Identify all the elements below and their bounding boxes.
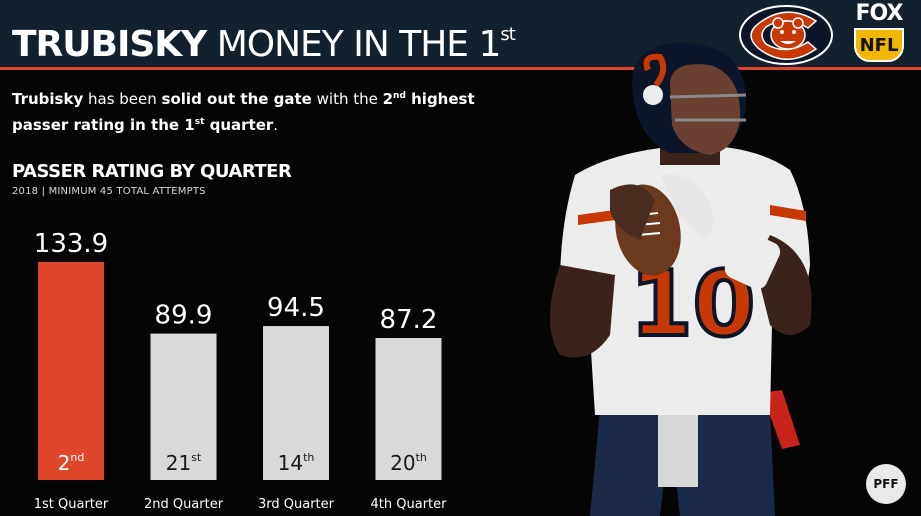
title-sup: st bbox=[500, 24, 515, 45]
fox-nfl-logo: FOX NFL bbox=[850, 2, 908, 66]
bar-1 bbox=[38, 261, 104, 480]
player-photo: 10 bbox=[550, 43, 812, 516]
fox-text: FOX bbox=[855, 1, 904, 26]
rank-label-2: 21st bbox=[166, 451, 202, 475]
subtitle-part: Trubisky bbox=[12, 90, 84, 108]
subtitle-part: st bbox=[194, 117, 205, 127]
chart-subtitle: 2018 | MINIMUM 45 TOTAL ATTEMPTS bbox=[12, 186, 206, 197]
rank-label-1: 2nd bbox=[58, 451, 85, 475]
bar-2 bbox=[150, 333, 217, 480]
subtitle-part: 2 bbox=[382, 90, 394, 108]
nfl-text: NFL bbox=[854, 28, 904, 62]
bar-3 bbox=[263, 326, 329, 480]
category-label-3: 3rd Quarter bbox=[258, 497, 335, 512]
value-label-3: 94.5 bbox=[267, 293, 325, 323]
category-label-2: 2nd Quarter bbox=[144, 497, 224, 512]
value-label-4: 87.2 bbox=[380, 305, 438, 335]
header-accent-line bbox=[0, 67, 921, 70]
title-bold: TRUBISKY bbox=[12, 24, 207, 65]
passer-rating-bar-chart: 133.9 2nd 1st Quarter 89.9 21st 2nd Quarter 94… bbox=[34, 229, 448, 512]
subtitle-part: quarter bbox=[204, 116, 274, 134]
page-title: TRUBISKY MONEY IN THE 1st bbox=[12, 14, 516, 66]
subtitle-text: Trubisky has been solid out the gate wit… bbox=[12, 85, 482, 137]
value-label-2: 89.9 bbox=[155, 301, 213, 331]
subtitle-part: in the 1 bbox=[124, 116, 195, 134]
subtitle-part: solid out the gate bbox=[161, 90, 312, 108]
subtitle-part: has been bbox=[83, 90, 162, 108]
title-rest: MONEY IN THE 1 bbox=[216, 24, 502, 65]
value-label-1: 133.9 bbox=[34, 229, 108, 259]
header-bar: TRUBISKY MONEY IN THE 1st FOX NFL bbox=[0, 0, 921, 70]
category-label-1: 1st Quarter bbox=[34, 497, 109, 512]
subtitle-part: nd bbox=[393, 91, 406, 101]
pff-logo: PFF bbox=[866, 464, 906, 504]
rank-label-4: 20th bbox=[390, 451, 427, 475]
subtitle-part: with the bbox=[311, 90, 383, 108]
rank-label-3: 14th bbox=[278, 451, 315, 475]
bar-4 bbox=[375, 337, 442, 480]
chart-title: PASSER RATING BY QUARTER bbox=[12, 161, 292, 182]
subtitle-part: . bbox=[273, 116, 279, 134]
bears-logo-icon bbox=[739, 5, 833, 65]
subtitle-part: highest passer rating bbox=[12, 90, 475, 134]
category-label-4: 4th Quarter bbox=[371, 497, 448, 512]
